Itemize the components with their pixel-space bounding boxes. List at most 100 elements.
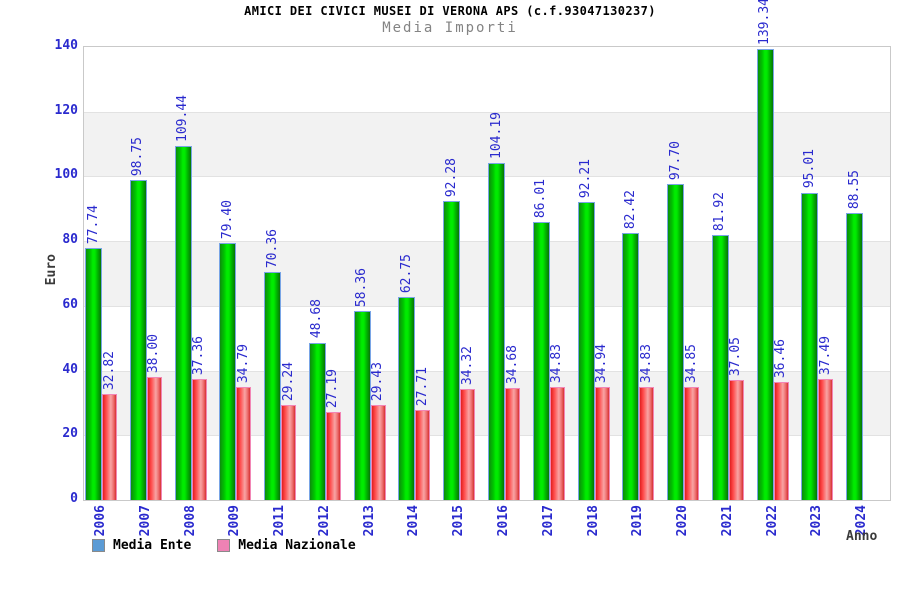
bar-value-label: 62.75 [398, 253, 414, 293]
bar-value-label: 88.55 [846, 170, 862, 210]
bar-value-label: 139.34 [757, 0, 773, 46]
x-tick-label-2008: 2008 [182, 505, 198, 537]
bar-value-label: 27.71 [414, 367, 430, 407]
bar-value-label: 70.36 [264, 229, 280, 269]
y-tick-label: 0 [70, 491, 78, 506]
bar-media-ente-2007 [129, 180, 147, 500]
plot-band [84, 370, 890, 436]
x-tick-label-2023: 2023 [809, 505, 825, 537]
plot-band [84, 111, 890, 177]
x-tick-label-2016: 2016 [496, 505, 511, 537]
bar-media-ente-2011 [264, 272, 282, 500]
bar-value-label: 37.49 [817, 335, 833, 375]
bar-value-label: 37.36 [191, 335, 207, 376]
x-tick-label-2019: 2019 [630, 505, 646, 537]
plot-area: 77.74 32.82 98.75 38.00 109.44 37.36 79.40 34.7… [83, 0, 891, 501]
x-tick-label-2013: 2013 [361, 505, 377, 537]
bar-value-label: 79.40 [219, 199, 235, 240]
bar-value-label: 34.85 [683, 344, 699, 384]
x-tick-label-2020: 2020 [675, 505, 691, 537]
bar-media-ente-2009 [219, 243, 237, 500]
bar-media-nazionale-2011 [281, 405, 297, 500]
legend-swatch-media-ente [92, 539, 105, 552]
chart-subtitle: Media Importi [382, 20, 518, 36]
chart-title: AMICI DEI CIVICI MUSEI DI VERONA APS (c.… [244, 4, 656, 18]
y-tick-label: 40 [62, 361, 78, 377]
bar-media-ente-2019 [622, 233, 640, 500]
bar-media-nazionale-2019 [639, 387, 655, 500]
plot-band [84, 435, 890, 500]
bar-value-label: 98.75 [130, 137, 146, 177]
bar-media-nazionale-2008 [191, 379, 207, 500]
bar-value-label: 77.74 [85, 205, 101, 245]
bar-media-ente-2015 [443, 201, 461, 500]
y-tick-label: 60 [62, 296, 78, 312]
bar-media-nazionale-2013 [370, 404, 386, 500]
bar-media-ente-2014 [398, 296, 416, 500]
x-tick-label-2014: 2014 [406, 505, 422, 537]
legend-item-media-ente: Media Ente [92, 538, 191, 553]
bar-media-ente-2018 [577, 201, 595, 500]
bar-media-ente-2022 [756, 49, 774, 500]
bar-media-nazionale-2023 [818, 378, 834, 500]
bar-value-label: 104.19 [488, 111, 504, 159]
x-tick-label-2021: 2021 [719, 505, 735, 537]
bar-media-nazionale-2020 [684, 387, 700, 500]
bar-value-label: 92.21 [578, 158, 594, 198]
x-tick-label-2006: 2006 [93, 505, 108, 537]
legend: Media Ente Media Nazionale [92, 538, 356, 553]
bar-value-label: 81.92 [712, 191, 728, 231]
x-tick-label-2007: 2007 [137, 505, 153, 537]
x-axis-title: Anno [846, 529, 878, 544]
bar-value-label: 34.83 [549, 344, 565, 384]
bar-media-nazionale-2009 [236, 387, 252, 500]
bar-media-ente-2023 [801, 192, 819, 500]
bar-media-nazionale-2014 [415, 410, 431, 500]
bar-media-nazionale-2018 [594, 386, 610, 500]
bar-value-label: 38.00 [146, 333, 162, 374]
y-tick-label: 120 [54, 102, 78, 118]
legend-item-media-nazionale: Media Nazionale [217, 538, 356, 553]
bar-media-nazionale-2012 [325, 412, 341, 500]
bar-media-nazionale-2017 [549, 387, 565, 500]
y-tick-label: 20 [62, 426, 78, 442]
bar-value-label: 58.36 [354, 268, 370, 308]
x-tick-label-2015: 2015 [451, 505, 467, 537]
legend-label-media-ente: Media Ente [113, 538, 192, 553]
bar-media-ente-2024 [846, 213, 864, 500]
y-tick-label: 100 [54, 167, 78, 183]
bar-value-label: 27.19 [325, 368, 341, 409]
bar-value-label: 37.05 [728, 336, 744, 377]
bar-value-label: 82.42 [622, 190, 638, 230]
bar-media-nazionale-2022 [773, 382, 789, 500]
bar-value-label: 29.24 [280, 362, 296, 402]
bar-media-nazionale-2007 [146, 377, 162, 500]
bar-media-ente-2008 [174, 145, 192, 500]
x-tick-label-2012: 2012 [316, 505, 332, 537]
bar-value-label: 34.83 [638, 344, 654, 384]
bar-media-ente-2006 [85, 248, 102, 500]
bar-media-nazionale-2016 [505, 387, 520, 500]
legend-label-media-nazionale: Media Nazionale [238, 538, 356, 553]
x-tick-label-2017: 2017 [540, 505, 556, 537]
bar-value-label: 34.94 [594, 343, 610, 383]
bar-media-ente-2017 [532, 221, 550, 500]
bar-value-label: 48.68 [309, 299, 325, 339]
bar-value-label: 109.44 [175, 94, 191, 142]
y-tick-label: 80 [62, 232, 78, 248]
bar-media-nazionale-2015 [460, 388, 476, 500]
bar-media-nazionale-2006 [102, 393, 117, 500]
bar-value-label: 34.79 [235, 344, 251, 384]
x-tick-label-2022: 2022 [764, 505, 780, 537]
plot-band [84, 176, 890, 241]
y-axis-title: Euro [44, 254, 59, 286]
x-tick-label-2011: 2011 [272, 505, 288, 537]
bar-value-label: 36.46 [773, 338, 789, 379]
x-tick-label-2018: 2018 [585, 505, 601, 537]
bar-media-nazionale-2021 [728, 380, 744, 500]
bar-media-ente-2020 [667, 183, 685, 500]
bar-value-label: 86.01 [533, 178, 549, 218]
bar-value-label: 32.82 [101, 350, 117, 390]
legend-swatch-media-nazionale [217, 539, 231, 552]
bar-value-label: 92.28 [443, 158, 459, 198]
